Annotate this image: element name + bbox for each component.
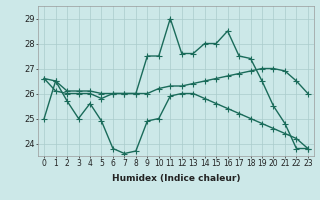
X-axis label: Humidex (Indice chaleur): Humidex (Indice chaleur)	[112, 174, 240, 183]
